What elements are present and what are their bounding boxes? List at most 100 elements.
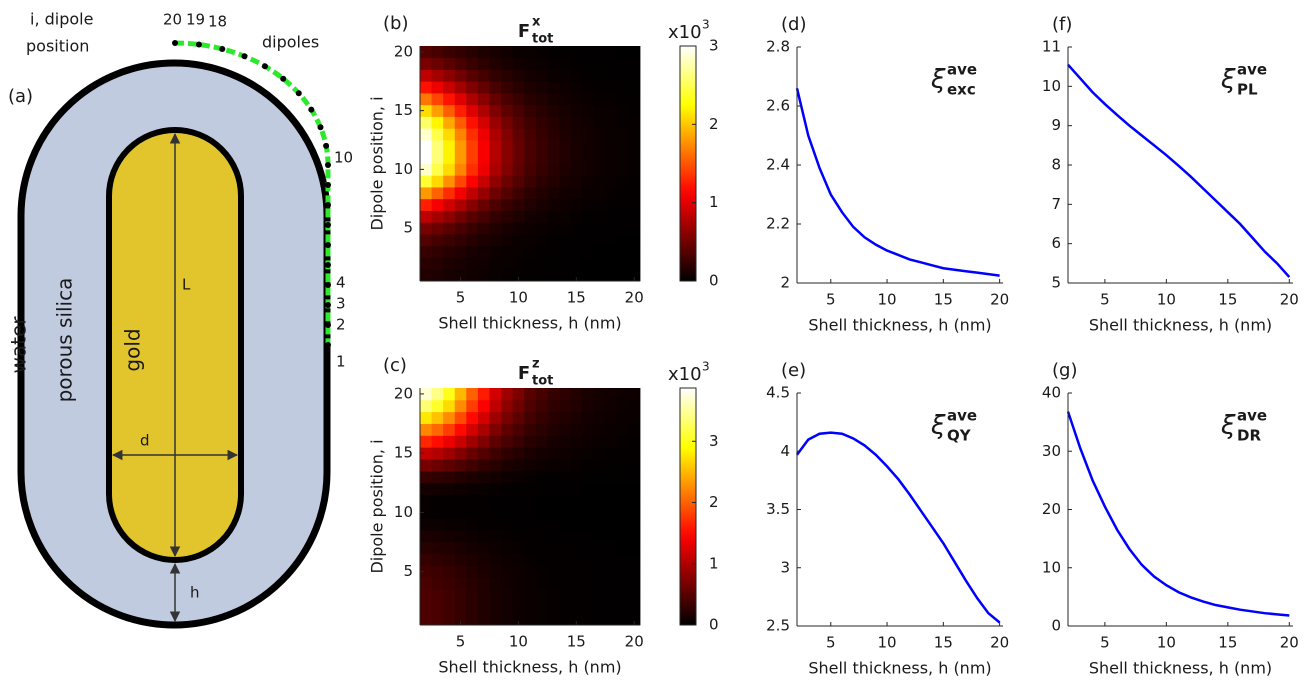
- heat-cell: [524, 128, 537, 141]
- heat-cell: [616, 411, 629, 424]
- heat-cell: [593, 163, 606, 176]
- dipole-dot: [325, 282, 331, 288]
- heat-cell: [466, 245, 479, 258]
- heat-cell: [466, 210, 479, 223]
- heat-cell: [570, 589, 583, 602]
- x-tick-label: 10: [1157, 634, 1176, 652]
- heat-cell: [524, 494, 537, 507]
- heat-cell: [628, 93, 641, 106]
- dipole-dot: [241, 53, 248, 60]
- dipole-label: 1: [336, 353, 346, 371]
- heat-cell: [547, 57, 560, 70]
- heat-cell: [454, 198, 467, 211]
- heat-cell: [454, 46, 467, 59]
- heat-cell: [524, 104, 537, 117]
- heat-cell: [558, 494, 571, 507]
- heat-cell: [489, 257, 502, 270]
- heat-cell: [454, 565, 467, 578]
- heat-cell: [524, 435, 537, 448]
- heat-cell: [616, 613, 629, 626]
- heat-cell: [431, 234, 444, 247]
- heat-cell: [616, 116, 629, 129]
- heat-cell: [512, 151, 525, 164]
- heat-cell: [593, 423, 606, 436]
- heat-cell: [501, 69, 514, 82]
- heat-cell: [466, 565, 479, 578]
- heat-cell: [593, 388, 606, 401]
- heat-cell: [535, 447, 548, 460]
- colorbar-label-sup: 3: [702, 360, 710, 374]
- heat-cell: [477, 93, 490, 106]
- panel-label: (f): [1052, 14, 1072, 35]
- heat-cell: [443, 234, 456, 247]
- heat-cell: [582, 542, 595, 555]
- heat-cell: [489, 46, 502, 59]
- heat-cell: [593, 175, 606, 188]
- heat-cell: [420, 411, 432, 424]
- heat-cell: [477, 518, 490, 531]
- heat-cell: [593, 613, 606, 626]
- heat-cell: [547, 210, 560, 223]
- heat-cell: [524, 46, 537, 59]
- heat-cell: [443, 447, 456, 460]
- heat-cell: [535, 565, 548, 578]
- heat-cell: [501, 198, 514, 211]
- heat-cell: [628, 234, 641, 247]
- heat-cell: [501, 187, 514, 200]
- heat-cell: [570, 601, 583, 614]
- heat-cell: [477, 245, 490, 258]
- heat-cell: [524, 116, 537, 129]
- heat-cell: [582, 553, 595, 567]
- heat-cell: [420, 470, 432, 484]
- heat-cell: [558, 163, 571, 176]
- heat-cell: [466, 198, 479, 211]
- heat-cell: [605, 542, 618, 555]
- heat-cell: [570, 151, 583, 164]
- heat-cell: [582, 613, 595, 626]
- heat-cell: [431, 565, 444, 578]
- heat-cell: [593, 104, 606, 117]
- heat-cell: [420, 553, 432, 567]
- heat-cell: [431, 506, 444, 519]
- x-axis-label: Shell thickness, h (nm): [1089, 659, 1272, 678]
- y-tick-label: 5: [1051, 274, 1061, 292]
- heat-cell: [616, 399, 629, 413]
- annotation-sup: ave: [947, 61, 977, 79]
- heat-cell: [466, 234, 479, 247]
- heat-cell: [420, 423, 432, 436]
- heat-cell: [605, 175, 618, 188]
- heat-cell: [454, 388, 467, 401]
- heat-cell: [582, 210, 595, 223]
- heat-cell: [628, 482, 641, 496]
- heat-cell: [593, 81, 606, 94]
- heat-cell: [593, 459, 606, 472]
- heat-cell: [616, 57, 629, 70]
- heat-cell: [489, 151, 502, 164]
- heat-cell: [628, 46, 641, 59]
- annotation: ξ: [1220, 411, 1236, 441]
- heat-cell: [628, 128, 641, 141]
- heat-cell: [616, 542, 629, 555]
- heat-cell: [431, 530, 444, 543]
- heat-cell: [605, 565, 618, 578]
- x-tick-label: 20: [1280, 291, 1299, 309]
- heat-cell: [512, 104, 525, 117]
- annotation-sub: exc: [947, 81, 976, 99]
- heat-cell: [547, 482, 560, 496]
- heat-cell: [512, 175, 525, 188]
- y-tick-label: 20: [394, 42, 413, 60]
- heat-cell: [535, 423, 548, 436]
- heat-cell: [512, 447, 525, 460]
- heat-cell: [547, 601, 560, 614]
- heat-cell: [616, 589, 629, 602]
- heat-cell: [489, 69, 502, 82]
- heat-cell: [558, 222, 571, 235]
- x-tick-label: 15: [1218, 634, 1237, 652]
- heat-cell: [501, 435, 514, 448]
- heat-cell: [558, 459, 571, 472]
- heat-cell: [431, 151, 444, 164]
- shell-label: h: [190, 584, 200, 602]
- heat-cell: [535, 140, 548, 153]
- heat-cell: [477, 116, 490, 129]
- silica-label: porous silica: [53, 278, 77, 403]
